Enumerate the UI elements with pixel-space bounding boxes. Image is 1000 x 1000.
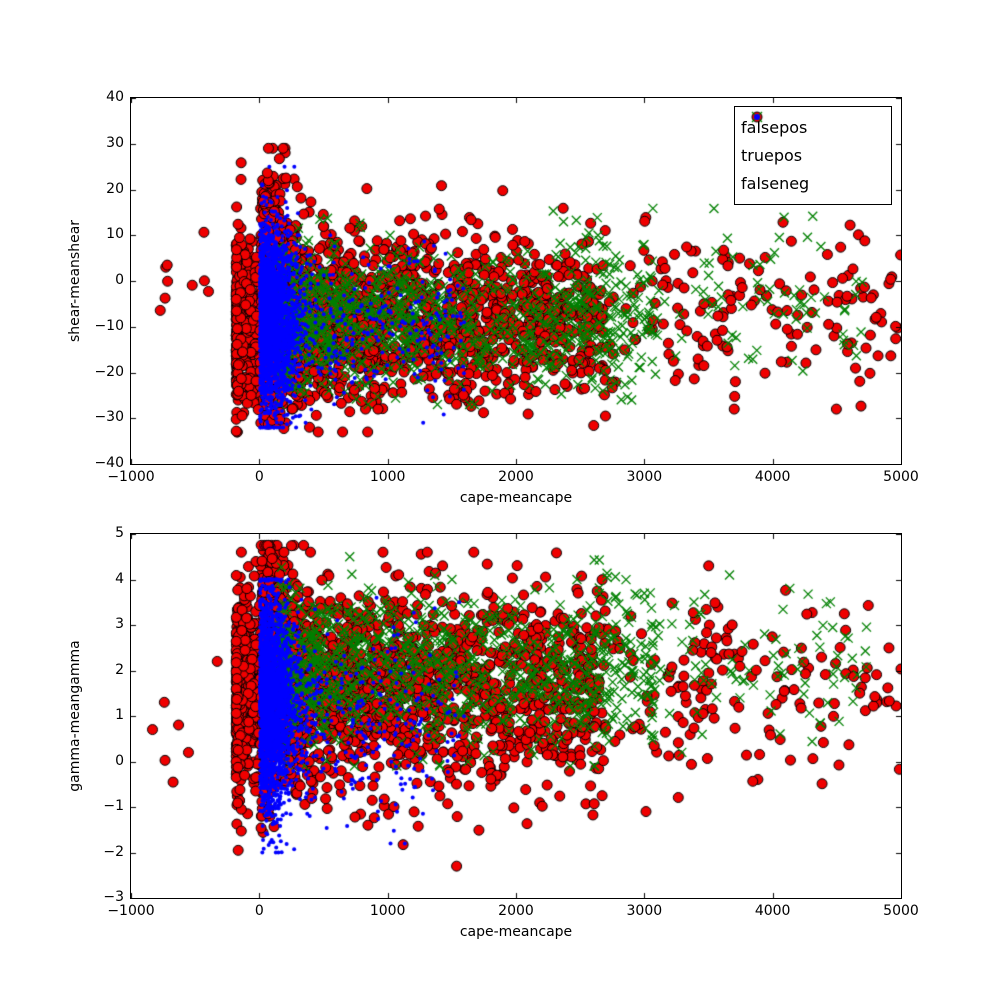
y-tick-label: 0	[115, 752, 124, 769]
x-tick-label: 5000	[883, 469, 919, 485]
y-tick-label: −20	[94, 363, 124, 380]
x-tick-label: −1000	[107, 469, 155, 485]
x-tick-label: 0	[254, 469, 264, 485]
x-tick-label: 2000	[498, 469, 534, 485]
falseneg-dot-icon	[735, 107, 779, 127]
y-tick-label: 40	[106, 89, 124, 105]
y-tick-label: −1	[103, 798, 124, 814]
scatter-canvas-bottom	[131, 534, 901, 898]
y-tick-label: −3	[103, 889, 124, 905]
bottom-xaxis-label: cape-meancape	[459, 924, 573, 940]
legend-item-falseneg: falseneg	[735, 107, 881, 198]
x-tick-label: 1000	[369, 469, 406, 485]
top-plot: cape-meancape shear-meanshear falsepos t…	[67, 89, 919, 506]
y-tick-label: 5	[115, 525, 124, 541]
y-tick-label: −10	[94, 317, 124, 334]
legend-label-truepos: truepos	[741, 145, 803, 165]
y-tick-label: 30	[106, 134, 124, 151]
y-tick-label: 3	[115, 616, 124, 632]
x-tick-label: 4000	[754, 903, 791, 919]
legend-label-falseneg: falseneg	[741, 174, 810, 194]
x-tick-label: 5000	[883, 903, 919, 919]
y-tick-label: 1	[115, 707, 124, 723]
x-tick-label: 1000	[369, 903, 406, 919]
y-tick-label: 2	[115, 661, 124, 678]
y-tick-label: 4	[115, 570, 124, 587]
bottom-plot: cape-meancape gamma-meangamma −1000 0 1000…	[67, 525, 919, 940]
x-tick-label: 2000	[498, 903, 534, 919]
x-tick-label: 4000	[754, 469, 791, 485]
legend-item-truepos: truepos	[735, 107, 881, 169]
y-tick-label: −30	[94, 409, 124, 426]
legend: falsepos truepos falseneg	[734, 106, 892, 205]
y-tick-label: 20	[106, 180, 124, 197]
y-tick-label: 10	[106, 226, 124, 243]
top-xaxis-label: cape-meancape	[459, 490, 573, 506]
x-tick-label: −1000	[107, 903, 155, 919]
y-tick-label: 0	[115, 272, 124, 288]
y-tick-label: −40	[94, 455, 124, 471]
y-tick-label: −2	[103, 843, 124, 860]
x-tick-label: 3000	[626, 469, 663, 485]
x-tick-label: 3000	[626, 903, 663, 919]
x-tick-label: 0	[254, 903, 264, 919]
